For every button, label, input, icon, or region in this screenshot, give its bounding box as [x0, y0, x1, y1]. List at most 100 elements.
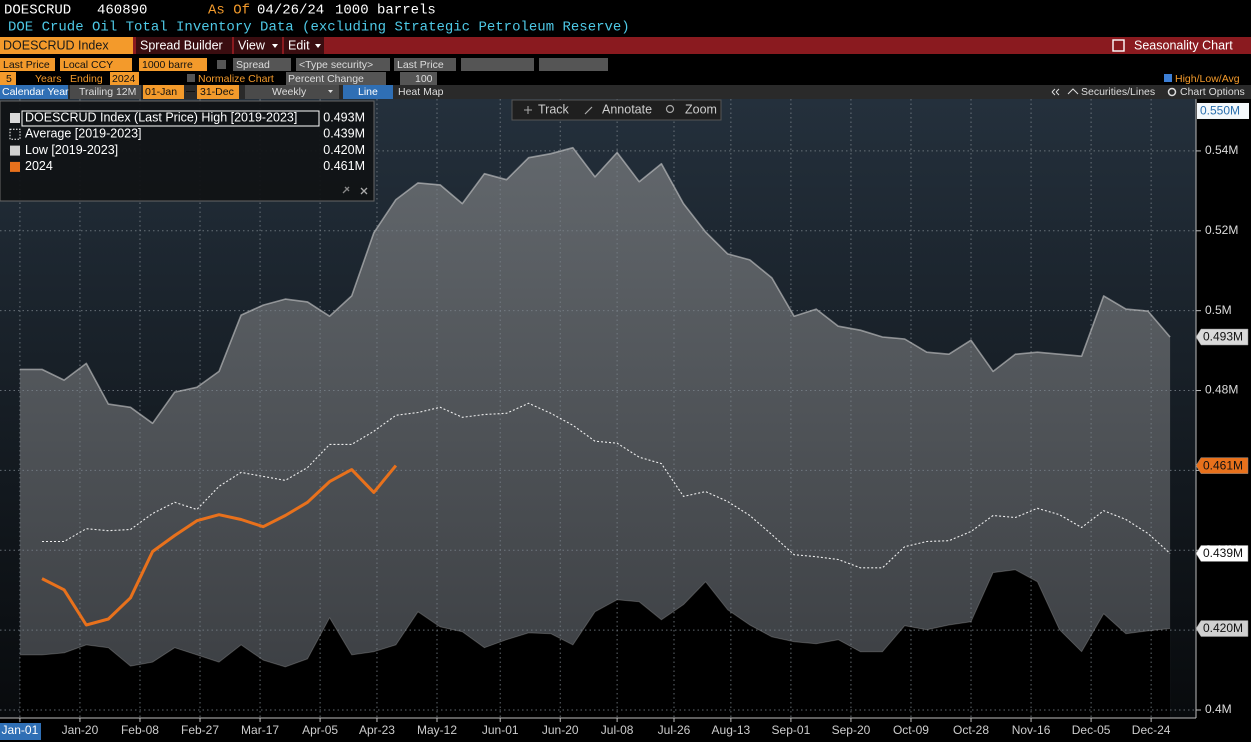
close-icon[interactable]	[360, 187, 368, 195]
range-band	[19, 147, 1171, 718]
value-label: 0.420M	[1203, 621, 1243, 635]
track-icon	[524, 106, 532, 114]
lines-icon	[1067, 88, 1079, 95]
dropdown[interactable]	[394, 58, 456, 71]
legend-swatch	[10, 113, 20, 123]
input-text[interactable]: 100	[415, 73, 433, 85]
dropdown-arrow	[272, 44, 278, 48]
checkbox[interactable]	[1164, 74, 1172, 82]
dropdown[interactable]	[539, 58, 608, 71]
as-of-label: As Of	[208, 3, 250, 19]
dropdown[interactable]	[233, 58, 291, 71]
dropdown[interactable]	[0, 58, 55, 71]
menu-button[interactable]	[284, 37, 324, 54]
menu-item[interactable]: View	[238, 38, 266, 52]
menu-item[interactable]: Edit	[288, 38, 310, 52]
y-tick-label: 0.48M	[1205, 383, 1238, 397]
toggle[interactable]	[70, 85, 141, 99]
label: Normalize Chart	[198, 73, 274, 85]
series-line	[19, 569, 1171, 668]
toggle-text[interactable]: Trailing 12M	[79, 86, 136, 98]
y-axis-bg	[1196, 99, 1251, 718]
dropdown-text[interactable]: Percent Change	[288, 73, 364, 85]
input[interactable]	[296, 58, 390, 71]
description: DOE Crude Oil Total Inventory Data (excl…	[8, 20, 630, 36]
x-tick-label: Jun-01	[482, 723, 519, 737]
top-label-box	[1197, 102, 1249, 119]
dropdown[interactable]	[60, 58, 132, 71]
label: Ending	[70, 73, 103, 85]
x-tick-label: Sep-20	[832, 723, 871, 737]
label: High/Low/Avg	[1175, 73, 1240, 85]
input-text[interactable]: 31-Dec	[200, 86, 234, 98]
value-label: 0.461M	[1203, 458, 1243, 472]
toolbar-button[interactable]: Securities/Lines	[1081, 86, 1155, 98]
x-highlight	[0, 723, 41, 740]
x-tick-label: Dec-05	[1072, 723, 1111, 737]
value-label-box	[1195, 620, 1249, 637]
tool-button[interactable]: Track	[538, 102, 570, 116]
x-tick-label: Aug-13	[712, 723, 751, 737]
series-line	[41, 464, 398, 627]
menu-button[interactable]	[136, 37, 232, 54]
legend-value: 0.439M	[323, 127, 365, 141]
input-text[interactable]: 01-Jan	[145, 86, 177, 98]
x-tick-label: Jul-08	[601, 723, 634, 737]
legend-box	[0, 100, 375, 202]
dropdown-text[interactable]: 1000 barre	[142, 59, 193, 71]
value-label: 0.493M	[1203, 330, 1243, 344]
dropdown-text[interactable]: Last Price	[397, 59, 444, 71]
x-tick-label: Sep-01	[772, 723, 811, 737]
input[interactable]	[0, 72, 16, 85]
legend-swatch	[10, 145, 20, 156]
menu-item[interactable]: Spread Builder	[140, 38, 223, 52]
collapse-icon[interactable]	[1051, 88, 1060, 96]
toggle-text[interactable]: Line	[358, 86, 378, 98]
overlay: 0.4M0.42M0.44M0.46M0.48M0.5M0.52M0.54MJa…	[2, 102, 1249, 737]
units: 1000 barrels	[335, 3, 436, 19]
input-text[interactable]: <Type security>	[299, 59, 373, 71]
legend-label: Average [2019-2023]	[25, 127, 142, 141]
security-name[interactable]: DOESCRUD Index	[3, 38, 109, 52]
legend-value: 0.420M	[323, 143, 365, 157]
checkbox[interactable]	[187, 74, 195, 82]
x-tick-label: Apr-05	[302, 723, 338, 737]
legend: DOESCRUD Index (Last Price) High [2019-2…	[0, 100, 375, 202]
tool-button[interactable]: Annotate	[602, 102, 652, 116]
pin-icon[interactable]	[342, 186, 350, 194]
toggle[interactable]	[343, 85, 393, 99]
dropdown[interactable]	[139, 58, 207, 71]
dropdown[interactable]	[461, 58, 534, 71]
legend-label: DOESCRUD Index (Last Price) High [2019-2…	[25, 110, 297, 124]
tool-button[interactable]: Zoom	[685, 102, 717, 116]
popout-icon[interactable]	[1112, 39, 1125, 52]
menu-button[interactable]	[234, 37, 282, 54]
x-tick-label: Feb-08	[121, 723, 159, 737]
x-tick-label: May-12	[417, 723, 457, 737]
dropdown-text[interactable]: Local CCY	[63, 59, 113, 71]
input-text[interactable]: 2024	[112, 73, 136, 85]
x-tick-label: Apr-23	[359, 723, 395, 737]
lines	[19, 146, 1171, 668]
toolbar-button[interactable]: Chart Options	[1180, 86, 1245, 98]
function-name: Seasonality Chart	[1134, 38, 1233, 52]
fills	[19, 147, 1171, 718]
zoom-icon	[665, 104, 675, 114]
dropdown[interactable]	[286, 72, 386, 85]
input[interactable]	[110, 72, 139, 85]
input[interactable]	[400, 72, 437, 85]
checkbox[interactable]	[217, 60, 226, 69]
input[interactable]	[143, 85, 184, 99]
dropdown-text[interactable]: Last Price	[3, 59, 50, 71]
y-tick-label: 0.4M	[1205, 702, 1232, 716]
dropdown-text[interactable]: Spread	[236, 59, 270, 71]
gear-icon	[1167, 87, 1177, 97]
toggle[interactable]	[0, 85, 68, 99]
dropdown[interactable]	[245, 85, 339, 99]
toggle-text[interactable]: Heat Map	[398, 86, 444, 98]
toggle-text[interactable]: Calendar Year	[2, 86, 69, 98]
input-text[interactable]: 5	[6, 73, 12, 85]
input[interactable]	[197, 85, 239, 99]
dropdown-text[interactable]: Weekly	[272, 86, 307, 98]
security-field[interactable]	[0, 37, 133, 54]
